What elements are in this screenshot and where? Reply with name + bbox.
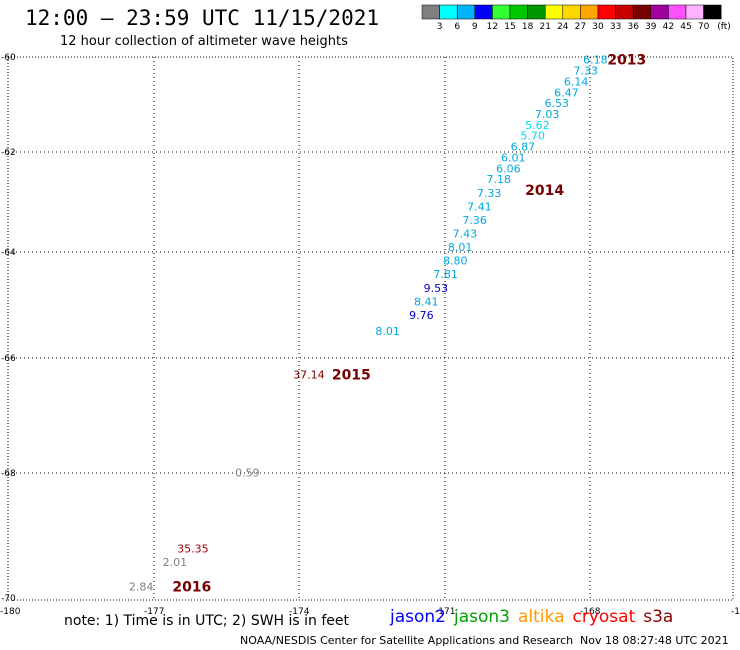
wave-height-label: 7.18 bbox=[487, 173, 512, 186]
colorbar-tick-label: 42 bbox=[663, 22, 674, 32]
colorbar-tick-label: 24 bbox=[557, 22, 569, 32]
colorbar-tick-label: 45 bbox=[680, 22, 691, 32]
colorbar-swatch bbox=[456, 4, 476, 20]
generation-timestamp: Nov 18 08:27:48 UTC 2021 bbox=[580, 634, 729, 647]
colorbar-swatch bbox=[650, 4, 669, 20]
time-label: 2013 bbox=[607, 53, 646, 69]
colorbar-swatch bbox=[597, 4, 616, 20]
colorbar-tick-label: 15 bbox=[504, 22, 515, 32]
colorbar-swatch bbox=[668, 4, 687, 20]
satellite-legend-item: s3a bbox=[643, 607, 674, 627]
colorbar-swatch bbox=[474, 4, 493, 20]
wave-height-label: 2.01 bbox=[163, 556, 188, 569]
colorbar-tick-label: 33 bbox=[610, 22, 621, 32]
wave-height-label: 7.81 bbox=[433, 268, 458, 281]
wave-height-label: 6.14 bbox=[564, 75, 589, 88]
wave-height-label: 6.53 bbox=[545, 97, 570, 110]
colorbar-swatch bbox=[685, 4, 704, 20]
wave-height-label: 35.35 bbox=[177, 542, 209, 555]
colorbar-tick-label: 27 bbox=[575, 22, 586, 32]
plot-frame bbox=[7, 56, 734, 601]
wave-height-label: 7.03 bbox=[535, 108, 560, 121]
page-title: 12:00 – 23:59 UTC 11/15/2021 bbox=[25, 6, 380, 30]
x-tick-label: -171 bbox=[435, 607, 455, 617]
colorbar-swatch bbox=[509, 4, 528, 20]
wave-height-label: 37.14 bbox=[293, 369, 325, 382]
colorbar-tick-label: 21 bbox=[539, 22, 550, 32]
colorbar-swatch bbox=[632, 4, 652, 20]
colorbar-tick-label: 18 bbox=[522, 22, 534, 32]
y-tick-label: -64 bbox=[1, 248, 16, 258]
x-tick-label: -16 bbox=[731, 607, 740, 617]
wave-height-label: 7.36 bbox=[462, 214, 487, 227]
wave-height-label: 7.33 bbox=[574, 65, 599, 78]
y-tick-label: -60 bbox=[1, 53, 16, 63]
wave-height-label: 7.33 bbox=[477, 187, 502, 200]
wave-height-label: 5.70 bbox=[520, 130, 545, 143]
colorbar-swatch bbox=[580, 4, 599, 20]
colorbar-tick-label: 36 bbox=[627, 22, 639, 32]
wave-height-label: 6.06 bbox=[496, 162, 520, 175]
wave-height-label: 6.87 bbox=[511, 141, 535, 154]
wave-height-label: 8.01 bbox=[448, 241, 473, 254]
page-subtitle: 12 hour collection of altimeter wave hei… bbox=[60, 34, 348, 49]
y-tick-label: -62 bbox=[1, 148, 16, 158]
colorbar-swatch bbox=[562, 4, 581, 20]
colorbar-swatch bbox=[527, 4, 546, 20]
y-tick-label: -66 bbox=[1, 354, 16, 364]
wave-height-label: 9.53 bbox=[424, 282, 449, 295]
colorbar-tick-label: 12 bbox=[487, 22, 498, 32]
x-tick-label: -177 bbox=[144, 607, 164, 617]
footer-note: note: 1) Time is in UTC; 2) SWH is in fe… bbox=[64, 613, 350, 629]
colorbar-tick-label: 39 bbox=[645, 22, 657, 32]
satellite-legend-item: altika bbox=[518, 607, 565, 627]
colorbar-tick-label: 70 bbox=[698, 22, 710, 32]
colorbar-tick-label: 3 bbox=[437, 22, 443, 32]
colorbar-swatch bbox=[544, 4, 564, 20]
credit-text: NOAA/NESDIS Center for Satellite Applica… bbox=[240, 634, 574, 647]
satellite-legend-item: jason2 bbox=[390, 607, 446, 627]
colorbar-tick-label: 6 bbox=[454, 22, 460, 32]
colorbar-tick-label: 30 bbox=[592, 22, 604, 32]
wave-height-label: 7.41 bbox=[467, 200, 492, 213]
wave-height-label: 5.62 bbox=[525, 119, 550, 132]
wave-height-label: 6.18 bbox=[583, 54, 608, 67]
colorbar-swatch bbox=[615, 4, 634, 20]
satellite-legend-item: cryosat bbox=[572, 607, 636, 627]
wave-height-label: 6.47 bbox=[554, 86, 579, 99]
time-label: 2016 bbox=[172, 579, 211, 595]
y-tick-label: -70 bbox=[1, 594, 16, 604]
satellite-legend: jason2 jason3 altika cryosat s3a bbox=[390, 607, 681, 627]
wave-height-label: 8.80 bbox=[443, 255, 468, 268]
wave-height-label: 0.59 bbox=[235, 466, 260, 479]
wave-height-label: 8.41 bbox=[414, 295, 439, 308]
wave-height-label: 8.01 bbox=[375, 325, 400, 338]
x-tick-label: -174 bbox=[289, 607, 310, 617]
time-label: 2015 bbox=[332, 368, 371, 384]
colorbar-swatch bbox=[439, 4, 458, 20]
wave-height-label: 9.76 bbox=[409, 309, 434, 322]
wave-height-label: 2.84 bbox=[129, 580, 154, 593]
time-label: 2014 bbox=[525, 183, 564, 199]
colorbar-swatch bbox=[703, 4, 722, 20]
x-tick-label: -180 bbox=[0, 607, 21, 617]
colorbar-unit-label: (ft) bbox=[717, 22, 731, 32]
colorbar-swatch bbox=[421, 4, 440, 20]
x-tick-label: -168 bbox=[580, 607, 601, 617]
y-tick-label: -68 bbox=[1, 469, 16, 479]
satellite-legend-item: jason3 bbox=[454, 607, 510, 627]
colorbar-tick-label: 9 bbox=[472, 22, 478, 32]
wave-height-label: 6.01 bbox=[501, 151, 526, 164]
colorbar-swatch bbox=[492, 4, 511, 20]
wave-height-label: 7.43 bbox=[453, 227, 478, 240]
